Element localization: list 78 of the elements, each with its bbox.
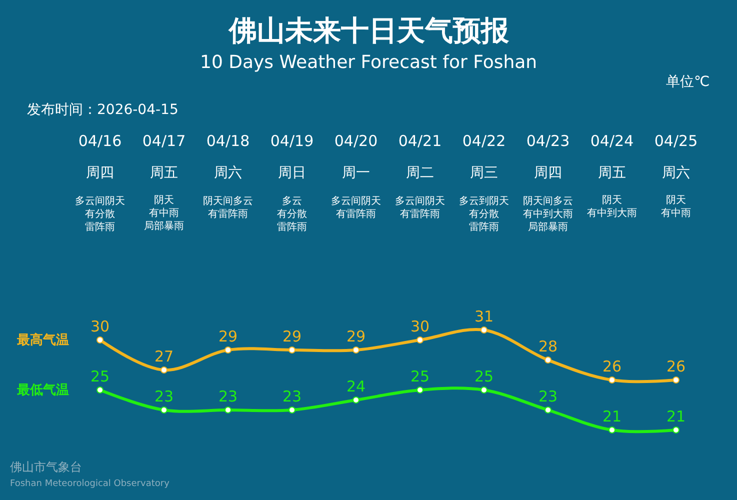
data-label: 31	[474, 308, 494, 326]
text: 周五	[150, 165, 178, 181]
text: 最低气温	[16, 383, 69, 398]
x-tick-label: 04/21	[398, 132, 442, 150]
text: 周一	[342, 165, 370, 181]
point	[160, 366, 168, 374]
data-label: 27	[154, 348, 174, 366]
text: 周四	[86, 165, 114, 181]
text: 多云间阴天有雷阵雨	[395, 195, 445, 220]
point	[288, 346, 296, 354]
data-label: 23	[154, 388, 174, 406]
point	[160, 406, 168, 414]
text: 多云到阴天有分散雷阵雨	[459, 195, 509, 233]
text: 佛山市气象台	[10, 460, 82, 474]
x-tick-label: 04/20	[334, 132, 378, 150]
text: 发布时间：2026-04-15	[27, 102, 178, 118]
data-label: 29	[346, 328, 366, 346]
point	[608, 426, 616, 434]
point	[96, 386, 104, 394]
text: 周六	[662, 165, 690, 181]
text: 周四	[534, 165, 562, 181]
text: 阴天有中到大雨	[587, 195, 637, 219]
point	[672, 426, 680, 434]
point	[544, 356, 552, 364]
data-label: 24	[346, 378, 366, 396]
x-tick-label: 04/25	[654, 132, 698, 150]
point	[288, 406, 296, 414]
text: 周三	[470, 165, 498, 181]
x-tick-label: 04/22	[462, 132, 506, 150]
text: 阴天有中雨	[661, 195, 691, 219]
point	[416, 336, 424, 344]
point	[480, 386, 488, 394]
data-label: 25	[410, 368, 430, 386]
point	[224, 406, 232, 414]
text: 多云间阴天有雷阵雨	[331, 195, 381, 220]
point	[416, 386, 424, 394]
point	[352, 346, 360, 354]
text: 最高气温	[16, 332, 69, 348]
x-tick-label: 04/16	[78, 132, 122, 150]
data-label: 23	[538, 388, 558, 406]
data-label: 25	[474, 368, 494, 386]
point	[96, 336, 104, 344]
chart-subtitle: 10 Days Weather Forecast for Foshan	[200, 52, 538, 73]
x-tick-label: 04/23	[526, 132, 570, 150]
data-label: 21	[602, 408, 622, 426]
data-label: 23	[218, 388, 238, 406]
text: 阴天有中雨局部暴雨	[144, 195, 184, 232]
point	[544, 406, 552, 414]
data-label: 21	[666, 408, 686, 426]
x-tick-label: 04/18	[206, 132, 250, 150]
text: 周二	[406, 165, 434, 181]
text: Foshan Meteorological Observatory	[10, 479, 170, 489]
data-label: 29	[282, 328, 302, 346]
data-label: 25	[90, 368, 110, 386]
text: 周日	[278, 165, 306, 181]
text: 多云有分散雷阵雨	[277, 195, 307, 233]
x-tick-label: 04/19	[270, 132, 314, 150]
text: 周六	[214, 165, 242, 181]
text: 周五	[598, 165, 626, 181]
text: 阴天间多云有雷阵雨	[203, 195, 253, 220]
x-tick-label: 04/17	[142, 132, 186, 150]
text: 多云间阴天有分散雷阵雨	[75, 195, 125, 233]
point	[672, 376, 680, 384]
data-label: 29	[218, 328, 238, 346]
data-label: 23	[282, 388, 302, 406]
chart-title: 佛山未来十日天气预报	[228, 14, 510, 47]
text: 单位℃	[666, 74, 710, 90]
point	[352, 396, 360, 404]
data-label: 30	[90, 318, 110, 336]
data-label: 30	[410, 318, 430, 336]
x-tick-label: 04/24	[590, 132, 634, 150]
point	[608, 376, 616, 384]
data-label: 26	[602, 358, 622, 376]
data-label: 28	[538, 338, 558, 356]
point	[224, 346, 232, 354]
text: 阴天间多云有中到大雨局部暴雨	[523, 195, 573, 233]
data-label: 26	[666, 358, 686, 376]
point	[480, 326, 488, 334]
